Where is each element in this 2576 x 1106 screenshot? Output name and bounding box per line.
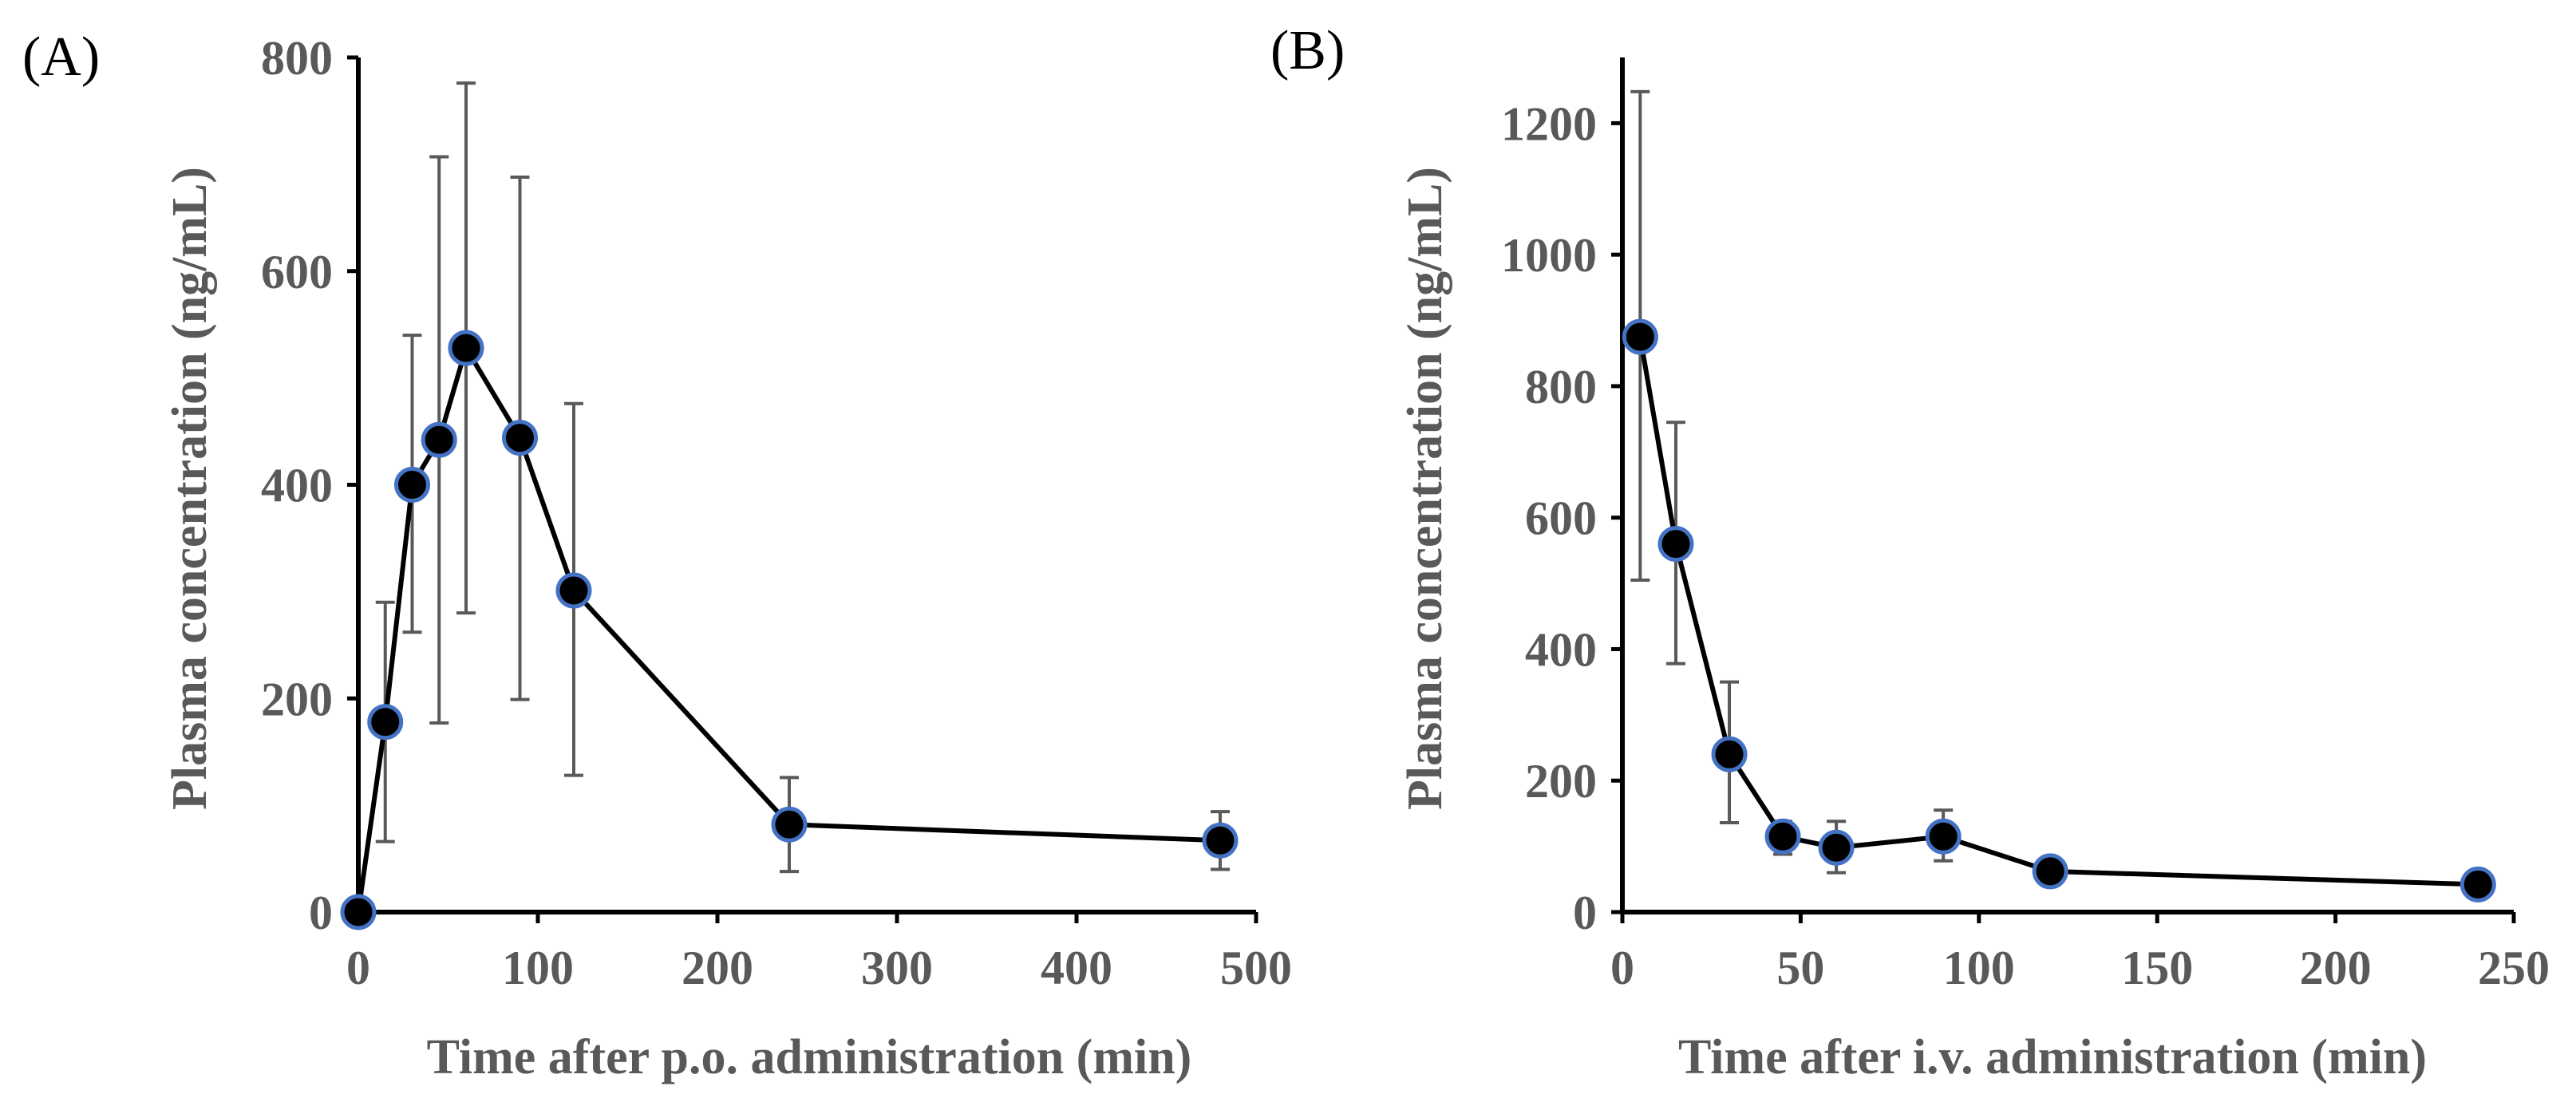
panel-a-x-tick-label: 0 (346, 942, 370, 994)
panel-a-data-point (367, 704, 404, 741)
panel-b-y-axis-title: Plasma concentration (ng/mL) (1398, 167, 1452, 810)
panel-b-y-tick-label: 1200 (1501, 97, 1597, 150)
panel-b-label: (B) (1270, 20, 1345, 81)
panel-a-data-point (340, 894, 377, 930)
panel-b-data-point (1711, 736, 1748, 772)
panel-b-x-tick-label: 100 (1943, 942, 2015, 994)
panel-b-data-point (1925, 818, 1962, 855)
panel-a-y-tick-label: 400 (261, 460, 333, 512)
panel-b-x-tick-label: 0 (1610, 942, 1634, 994)
panel-b: (B) Plasma concentration (ng/mL) Time af… (1270, 20, 2550, 1084)
panel-b-data-point (1818, 829, 1855, 866)
panel-a-label: (A) (22, 26, 100, 88)
panel-b-data-point (1622, 318, 1658, 355)
panel-b-y-tick-label: 1000 (1501, 229, 1597, 282)
panel-a-y-tick-label: 0 (309, 887, 333, 939)
panel-b-x-axis-title: Time after i.v. administration (min) (1678, 1030, 2427, 1084)
panel-a-y-tick-label: 600 (261, 246, 333, 298)
panel-b-y-tick-label: 0 (1573, 887, 1597, 939)
panel-b-data-point (2032, 853, 2068, 890)
panel-a-y-tick-label: 800 (261, 32, 333, 85)
panel-a-data-point (394, 467, 430, 503)
panel-a-x-axis-title: Time after p.o. administration (min) (427, 1030, 1192, 1084)
panel-b-x-tick-label: 200 (2300, 942, 2372, 994)
panel-a-data-point (555, 572, 592, 609)
panel-b-y-tick-label: 800 (1525, 361, 1597, 413)
panel-a-x-tick-label: 200 (682, 942, 753, 994)
panel-b-y-tick-label: 600 (1525, 492, 1597, 545)
panel-b-x-tick-label: 150 (2121, 942, 2193, 994)
panel-a-x-tick-label: 100 (502, 942, 574, 994)
panel-a-x-tick-label: 300 (861, 942, 933, 994)
panel-a-y-tick-label: 200 (261, 673, 333, 725)
panel-a: (A) Plasma concentration (ng/mL) Time af… (22, 26, 1292, 1084)
panel-a-data-point (1202, 822, 1239, 859)
panel-b-series-line (1638, 336, 2479, 887)
panel-b-y-tick-label: 200 (1525, 755, 1597, 808)
panel-a-data-point (771, 806, 808, 843)
panel-b-x-tick-label: 250 (2478, 942, 2550, 994)
panel-b-x-tick-label: 50 (1776, 942, 1824, 994)
panel-a-x-tick-label: 500 (1220, 942, 1292, 994)
panel-a-data-point (502, 420, 538, 456)
panel-a-data-point (421, 421, 457, 458)
panel-b-data-point (1657, 526, 1694, 563)
panel-a-y-axis-title: Plasma concentration (ng/mL) (163, 167, 217, 810)
panel-b-y-tick-label: 400 (1525, 623, 1597, 676)
panel-a-data-point (448, 330, 484, 366)
panel-a-x-tick-label: 400 (1041, 942, 1112, 994)
panel-b-data-point (2459, 866, 2496, 903)
panel-b-data-point (1764, 818, 1801, 855)
